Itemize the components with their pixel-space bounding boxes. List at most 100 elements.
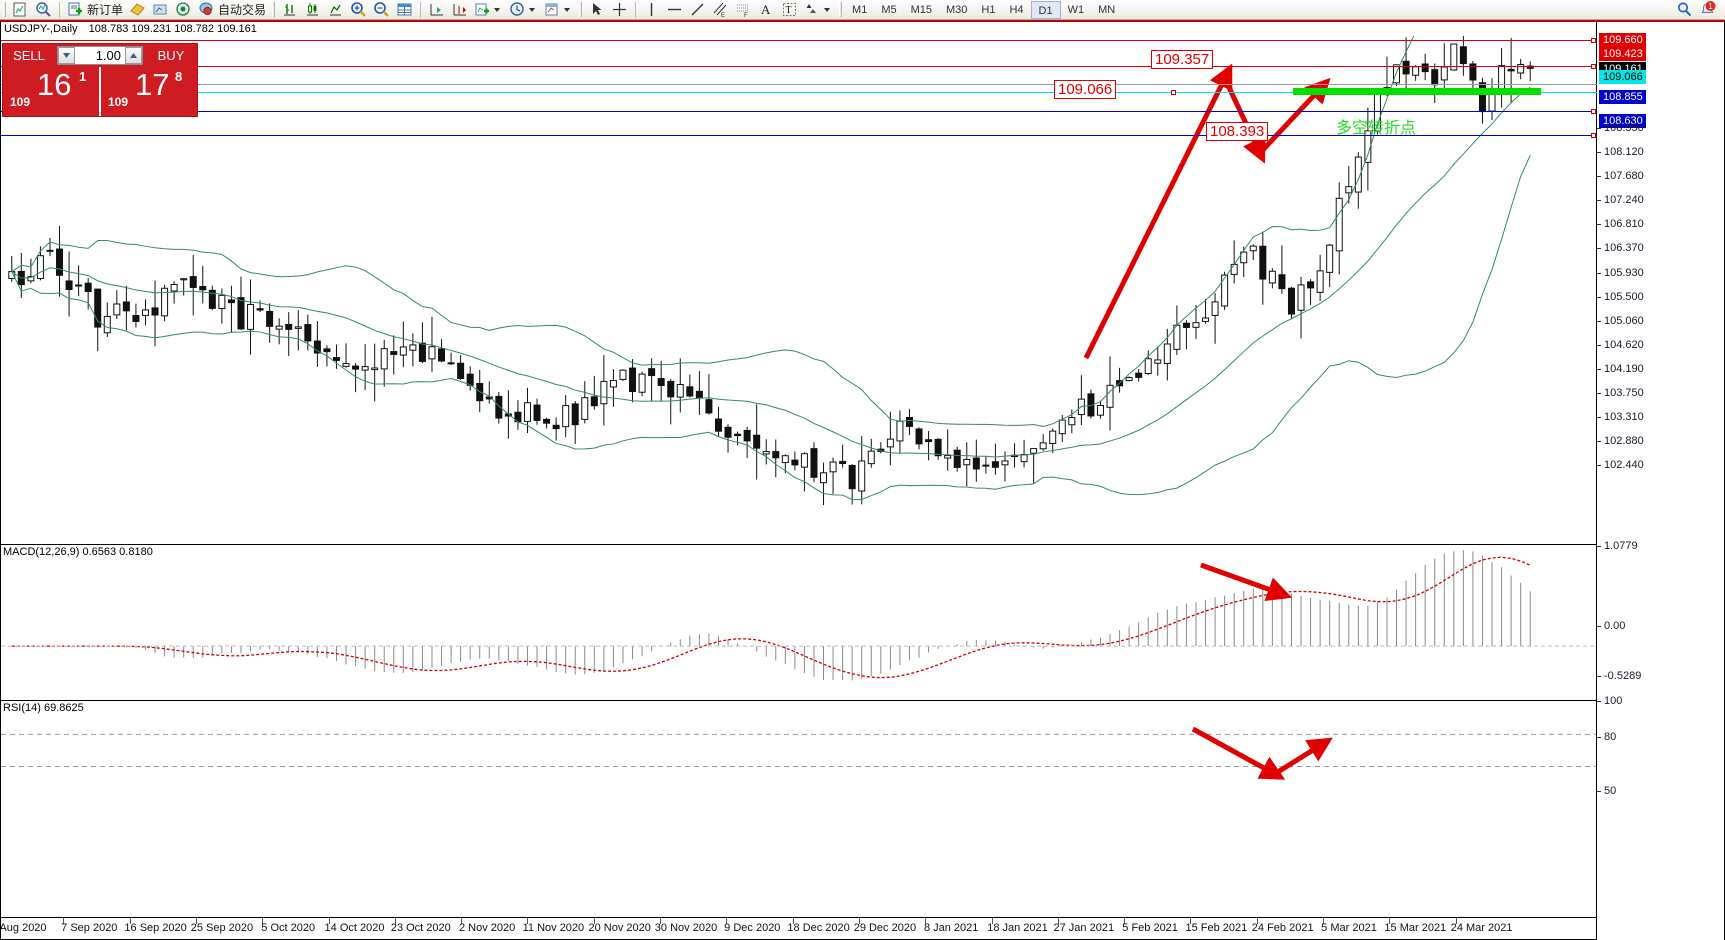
- crosshair-button[interactable]: [608, 0, 631, 20]
- signals-icon: [175, 1, 192, 18]
- price-tick: 104.190: [1597, 363, 1644, 375]
- price-pane[interactable]: 109.357 109.066 108.393 多空转折点: [1, 36, 1597, 540]
- fibonacci-retracement-icon: F: [735, 1, 752, 19]
- text-icon: A: [758, 1, 775, 18]
- date-tick: 15 Feb 2021: [1185, 922, 1248, 934]
- date-separator: [328, 918, 330, 924]
- vertical-line-button[interactable]: [640, 0, 663, 20]
- volume-stepper[interactable]: 1.00: [57, 46, 143, 65]
- chart-shift-button[interactable]: [448, 0, 471, 20]
- templates-button[interactable]: [541, 0, 576, 20]
- rsi-tick-50: 50: [1597, 785, 1616, 797]
- search-button[interactable]: [1673, 0, 1696, 20]
- main-toolbar[interactable]: 新订单 自动交易: [0, 0, 1725, 20]
- new-chart-button[interactable]: [9, 0, 32, 20]
- timeframe-h1[interactable]: H1: [981, 3, 996, 16]
- macd-pane[interactable]: MACD(12,26,9) 0.6563 0.8180: [1, 544, 1597, 696]
- date-tick: 15 Mar 2021: [1384, 922, 1447, 934]
- data-window-icon: [396, 1, 413, 18]
- price-scale[interactable]: 109.660 109.423 109.161 109.066 108.855 108.6…: [1596, 22, 1724, 940]
- text-button[interactable]: A: [755, 0, 778, 20]
- signals-button[interactable]: [172, 0, 195, 20]
- date-tick: 14 Oct 2020: [324, 922, 385, 934]
- trendline-button[interactable]: [686, 0, 709, 20]
- date-tick: 11 Nov 2020: [522, 922, 585, 934]
- date-tick: 2 Nov 2020: [458, 922, 516, 934]
- buy-label[interactable]: BUY: [157, 48, 185, 63]
- profiles-button[interactable]: [32, 0, 55, 20]
- date-separator: [63, 918, 65, 924]
- timeframe-m5[interactable]: M5: [881, 3, 897, 16]
- horizontal-line-button[interactable]: [663, 0, 686, 20]
- volume-decrease-button[interactable]: [58, 47, 75, 64]
- zoom-out-button[interactable]: [370, 0, 393, 20]
- timeframe-h4[interactable]: H4: [1009, 3, 1024, 16]
- expert-advisor-button[interactable]: [126, 0, 149, 20]
- one-click-trading-panel[interactable]: SELL 1.00 BUY 109 16 1 109 17: [2, 43, 198, 117]
- buy-button[interactable]: 109 17 8: [101, 67, 197, 116]
- templates-dropdown-caret[interactable]: [564, 7, 571, 12]
- toolbar-grip-4[interactable]: [839, 2, 843, 17]
- indicators-dropdown-caret[interactable]: [494, 7, 501, 12]
- volume-value[interactable]: 1.00: [95, 48, 121, 63]
- macd-signal-line: [11, 556, 1531, 679]
- date-scale[interactable]: Aug 2020 7 Sep 2020 16 Sep 2020 25 Sep 2020…: [0, 917, 1597, 939]
- indicators-button[interactable]: [471, 0, 506, 20]
- bollinger-lower: [11, 155, 1531, 501]
- line-chart-button[interactable]: [324, 0, 347, 20]
- date-separator: [991, 918, 993, 924]
- rsi-pane[interactable]: RSI(14) 69.8625: [1, 700, 1597, 860]
- date-tick: 27 Jan 2021: [1053, 922, 1115, 934]
- timeframe-m30[interactable]: M30: [946, 3, 968, 16]
- timeframe-mn[interactable]: MN: [1098, 3, 1116, 16]
- chart-ohlc-values: 108.783 109.231 108.782 109.161: [88, 23, 257, 35]
- price-tick: 102.880: [1597, 435, 1644, 447]
- date-separator: [1256, 918, 1258, 924]
- text-label-button[interactable]: T: [778, 0, 801, 20]
- bar-chart-button[interactable]: [278, 0, 301, 20]
- shapes-button[interactable]: [801, 0, 836, 20]
- timeframe-w1[interactable]: W1: [1067, 3, 1085, 16]
- date-tick: 5 Mar 2021: [1321, 922, 1377, 934]
- autotrading-button[interactable]: 自动交易: [195, 0, 269, 20]
- date-separator: [726, 918, 728, 924]
- timeframe-d1[interactable]: D1: [1030, 0, 1061, 19]
- price-badge-resistance-line: 109.423: [1599, 47, 1646, 61]
- sell-label[interactable]: SELL: [13, 48, 45, 63]
- chart-window[interactable]: USDJPY-,Daily 108.783 109.231 108.782 10…: [0, 20, 1725, 940]
- new-order-button[interactable]: 新订单: [64, 0, 126, 20]
- date-tick: 23 Oct 2020: [390, 922, 451, 934]
- fibonacci-retracement-button[interactable]: F: [732, 0, 755, 20]
- order-panel-header: SELL 1.00 BUY: [3, 44, 197, 67]
- autoscroll-button[interactable]: [425, 0, 448, 20]
- toolbar-grip-2[interactable]: [272, 2, 276, 17]
- rsi-tick-80: 80: [1597, 731, 1616, 743]
- toolbar-grip-3[interactable]: [579, 2, 583, 17]
- data-window-button[interactable]: [393, 0, 416, 20]
- date-tick: 24 Mar 2021: [1450, 922, 1513, 934]
- trendline-icon: [689, 1, 706, 18]
- equidistant-channel-button[interactable]: E: [709, 0, 732, 20]
- period-button[interactable]: [506, 0, 541, 20]
- horizontal-line-icon: [666, 1, 683, 18]
- timeframe-m15[interactable]: M15: [910, 3, 932, 16]
- metaeditor-button[interactable]: [149, 0, 172, 20]
- cursor-button[interactable]: [585, 0, 608, 20]
- period-dropdown-caret[interactable]: [529, 7, 536, 12]
- timeframe-m1[interactable]: M1: [852, 3, 868, 16]
- zoom-in-button[interactable]: [347, 0, 370, 20]
- candlestick-chart-button[interactable]: [301, 0, 324, 20]
- shapes-dropdown-caret[interactable]: [824, 7, 831, 12]
- date-separator: [1057, 918, 1059, 924]
- date-separator: [262, 918, 264, 924]
- macd-tick-max: 1.0779: [1597, 540, 1638, 552]
- sell-button[interactable]: 109 16 1: [3, 67, 99, 116]
- notification-bell-icon: 1: [1699, 1, 1716, 18]
- price-tick: 107.680: [1597, 170, 1644, 182]
- notification-button[interactable]: 1: [1696, 0, 1719, 20]
- bar-chart-icon: [281, 1, 298, 18]
- toolbar-grip[interactable]: [3, 2, 6, 17]
- vertical-line-icon: [643, 1, 660, 18]
- new-order-icon: [67, 1, 84, 18]
- volume-increase-button[interactable]: [125, 47, 142, 64]
